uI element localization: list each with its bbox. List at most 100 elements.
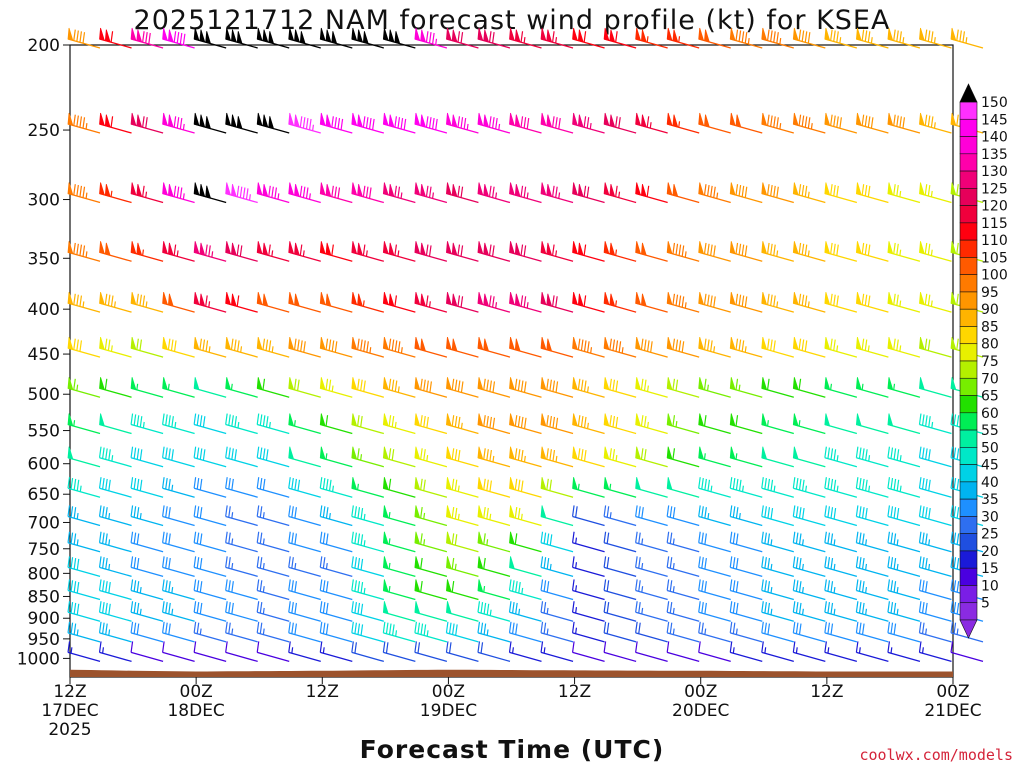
barb-staff — [887, 589, 921, 601]
barb-full — [669, 580, 673, 592]
barb-full — [354, 580, 357, 592]
colorbar-swatch — [959, 377, 978, 396]
wind-barb — [446, 556, 479, 577]
barb-full — [890, 557, 894, 569]
barb-flag — [388, 184, 395, 198]
barb-staff — [856, 457, 889, 468]
barb-flag — [136, 184, 143, 198]
barb-full — [833, 294, 836, 306]
barb-full — [827, 532, 831, 544]
barb-full — [928, 449, 931, 461]
wind-barb — [99, 112, 132, 134]
barb-half — [931, 421, 934, 429]
barb-full — [234, 449, 238, 461]
barb-full — [104, 293, 108, 305]
barb-half — [397, 250, 400, 257]
barb-full — [262, 448, 266, 460]
barb-half — [526, 192, 529, 199]
colorbar-swatch — [959, 101, 978, 120]
barb-full — [571, 641, 575, 653]
wind-barb — [351, 446, 384, 468]
barb-full — [105, 478, 108, 491]
barb-full — [110, 31, 114, 43]
barb-full — [173, 340, 177, 352]
barb-flag — [477, 27, 484, 41]
barb-full — [643, 379, 647, 391]
barb-half — [362, 300, 365, 307]
colorbar-tick-label: 5 — [981, 596, 990, 612]
barb-staff — [288, 515, 321, 527]
barb-staff — [130, 123, 164, 134]
barb-full — [606, 580, 610, 592]
barb-half — [423, 539, 426, 546]
wind-barb — [761, 556, 794, 577]
barb-full — [98, 579, 102, 591]
barb-full — [460, 381, 464, 393]
barb-flag — [130, 241, 137, 255]
wind-barb — [288, 241, 321, 262]
barb-full — [454, 507, 458, 520]
barb-flag — [382, 579, 389, 593]
barb-staff — [477, 192, 511, 204]
barb-flag — [603, 477, 610, 491]
wind-barb — [67, 601, 101, 622]
barb-flag — [729, 446, 736, 460]
barb-staff — [446, 302, 479, 313]
barb-staff — [730, 651, 763, 663]
barb-full — [606, 506, 610, 518]
barb-flag — [262, 293, 269, 307]
barb-full — [956, 558, 960, 570]
barb-full — [162, 579, 165, 591]
barb-full — [890, 622, 894, 634]
barb-flag — [761, 182, 768, 196]
barb-flag — [420, 242, 427, 256]
barb-full — [199, 448, 203, 460]
wind-barb — [571, 579, 605, 601]
barb-full — [764, 602, 767, 614]
barb-flag — [729, 182, 736, 196]
barb-full — [256, 641, 260, 653]
wind-barb — [130, 377, 164, 398]
barb-flag — [855, 336, 862, 351]
barb-full — [635, 531, 638, 543]
barb-half — [230, 383, 233, 390]
barb-full — [130, 601, 134, 613]
barb-flag — [225, 112, 232, 126]
wind-barb — [855, 641, 889, 663]
x-tick-label: 12Z — [306, 682, 339, 702]
barb-full — [703, 184, 707, 196]
wind-barb — [99, 377, 132, 398]
wind-barb — [666, 641, 700, 663]
wind-barb — [509, 112, 542, 134]
barb-full — [351, 556, 354, 568]
wind-barb — [635, 531, 668, 553]
wind-barb — [698, 531, 731, 553]
barb-full — [480, 642, 484, 654]
barb-half — [744, 346, 747, 353]
barb-staff — [540, 251, 574, 262]
colorbar-tick-label: 120 — [981, 199, 1008, 215]
barb-staff — [162, 589, 195, 601]
barb-half — [716, 192, 719, 199]
colorbar-tick-label: 25 — [981, 527, 999, 543]
wind-barb — [792, 377, 826, 398]
barb-flag — [855, 27, 862, 41]
barb-half — [312, 124, 315, 131]
wind-barb — [351, 112, 384, 134]
barb-full — [102, 506, 105, 518]
wind-barb — [193, 112, 227, 134]
wind-barb — [603, 621, 637, 643]
barb-full — [804, 31, 808, 43]
barb-full — [428, 245, 432, 257]
barb-full — [792, 579, 796, 591]
barb-full — [580, 449, 584, 461]
barb-flag — [414, 292, 421, 306]
barb-full — [959, 30, 962, 42]
barb-flag — [546, 242, 553, 256]
barb-flag — [761, 112, 768, 126]
barb-staff — [919, 566, 952, 577]
barb-full — [896, 339, 899, 351]
barb-full — [360, 379, 363, 391]
barb-flag — [792, 292, 799, 306]
barb-full — [429, 381, 433, 393]
